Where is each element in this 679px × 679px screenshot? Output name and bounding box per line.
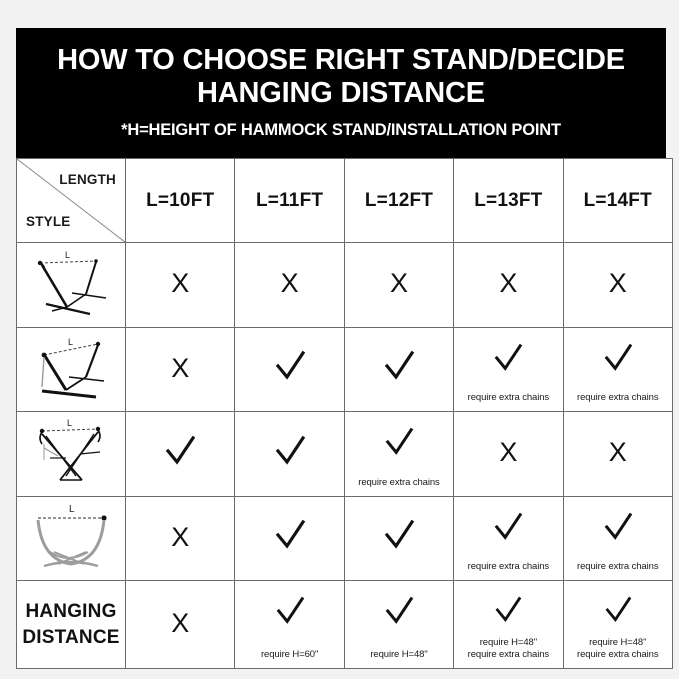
table-body: LENGTH STYLE L=10FT L=11FT L=12FT L=13FT… bbox=[16, 158, 673, 669]
cell-row3-l14: X bbox=[562, 411, 673, 497]
cell-row1-l12: X bbox=[343, 242, 455, 328]
table-row: L X bbox=[16, 242, 673, 328]
cell-row1-l14: X bbox=[562, 242, 673, 328]
stand-illustration-cell-4: L bbox=[16, 495, 126, 581]
cross-icon: X bbox=[171, 352, 190, 383]
row-label-hanging-distance: HANGING DISTANCE bbox=[16, 580, 126, 669]
column-header-l12: L=12FT bbox=[343, 158, 455, 243]
cell-row1-l13: X bbox=[453, 242, 564, 328]
page-subtitle: *H=HEIGHT OF HAMMOCK STAND/INSTALLATION … bbox=[121, 121, 561, 140]
column-header-l13: L=13FT bbox=[453, 158, 564, 243]
svg-text:L: L bbox=[65, 250, 70, 260]
cell-row3-l10 bbox=[124, 411, 236, 497]
column-header-l11: L=11FT bbox=[234, 158, 345, 243]
table-header-row: LENGTH STYLE L=10FT L=11FT L=12FT L=13FT… bbox=[16, 158, 673, 243]
corner-label-length: LENGTH bbox=[59, 172, 116, 187]
check-icon bbox=[493, 342, 523, 378]
cell-note: require H=48" bbox=[370, 649, 428, 661]
check-icon bbox=[274, 518, 306, 556]
cell-row1-l10: X bbox=[124, 242, 236, 328]
cross-icon: X bbox=[608, 268, 627, 299]
table-row: L X bbox=[16, 326, 673, 412]
hammock-stand-asymmetric-icon: L bbox=[17, 243, 125, 327]
check-icon bbox=[275, 595, 305, 631]
check-icon bbox=[383, 349, 415, 387]
stand-illustration-cell-3: L bbox=[16, 411, 126, 497]
page-title: HOW TO CHOOSE RIGHT STAND/DECIDE HANGING… bbox=[57, 43, 625, 109]
cell-row4-l14: require extra chains bbox=[562, 495, 673, 581]
check-icon bbox=[383, 518, 415, 556]
cell-note: require H=48" require extra chains bbox=[577, 637, 659, 661]
cross-icon: X bbox=[499, 437, 518, 468]
cell-row5-l10: X bbox=[124, 580, 236, 669]
check-icon bbox=[274, 434, 306, 472]
cell-note: require extra chains bbox=[467, 561, 550, 573]
check-icon bbox=[384, 426, 414, 462]
corner-label-style: STYLE bbox=[26, 214, 71, 229]
cell-row5-l11: require H=60" bbox=[234, 580, 345, 669]
table-row: HANGING DISTANCE X require H=60" bbox=[16, 580, 673, 669]
cell-note: require extra chains bbox=[358, 476, 440, 488]
cell-note: require extra chains bbox=[577, 392, 659, 404]
check-icon bbox=[493, 511, 523, 547]
cross-icon: X bbox=[608, 437, 627, 468]
cross-icon: X bbox=[389, 268, 408, 299]
cell-note: require extra chains bbox=[467, 392, 550, 404]
cell-note: require H=48" require extra chains bbox=[467, 637, 550, 661]
svg-text:L: L bbox=[69, 504, 75, 515]
cell-row2-l11 bbox=[234, 326, 345, 412]
cross-icon: X bbox=[171, 521, 190, 552]
cross-icon: X bbox=[171, 608, 190, 638]
check-icon bbox=[274, 349, 306, 387]
cell-row3-l12: require extra chains bbox=[343, 411, 455, 497]
row-label-text: HANGING DISTANCE bbox=[22, 601, 120, 648]
check-icon bbox=[604, 595, 632, 629]
cell-row2-l12 bbox=[343, 326, 455, 412]
cell-row3-l13: X bbox=[453, 411, 564, 497]
cell-note: require extra chains bbox=[577, 561, 659, 573]
column-header-l10: L=10FT bbox=[124, 158, 236, 243]
diagonal-divider-icon bbox=[17, 159, 125, 242]
stand-drawing: L bbox=[37, 250, 107, 315]
column-header-l14: L=14FT bbox=[562, 158, 673, 243]
cell-row5-l14: require H=48" require extra chains bbox=[562, 580, 673, 669]
cell-row2-l14: require extra chains bbox=[562, 326, 673, 412]
svg-text:L: L bbox=[67, 418, 72, 428]
table-row: L X bbox=[16, 495, 673, 581]
cross-icon: X bbox=[499, 268, 518, 299]
cross-icon: X bbox=[171, 268, 190, 299]
svg-text:L: L bbox=[68, 337, 73, 347]
hammock-stand-v-frame-icon: L bbox=[17, 412, 125, 496]
stand-drawing: L bbox=[41, 337, 105, 399]
cell-row4-l13: require extra chains bbox=[453, 495, 564, 581]
cell-row2-l13: require extra chains bbox=[453, 326, 564, 412]
check-icon bbox=[494, 595, 522, 629]
corner-cell-style-length: LENGTH STYLE bbox=[16, 158, 126, 243]
compatibility-table: LENGTH STYLE L=10FT L=11FT L=12FT L=13FT… bbox=[16, 158, 673, 669]
cell-row5-l13: require H=48" require extra chains bbox=[453, 580, 564, 669]
check-icon bbox=[164, 434, 196, 472]
cell-row5-l12: require H=48" bbox=[343, 580, 455, 669]
cross-icon: X bbox=[280, 268, 299, 299]
check-icon bbox=[384, 595, 414, 631]
hammock-stand-arc-curved-icon: L bbox=[17, 497, 125, 581]
cell-row1-l11: X bbox=[234, 242, 345, 328]
stand-drawing: L bbox=[39, 418, 101, 481]
cell-row4-l10: X bbox=[124, 495, 236, 581]
table-row: L bbox=[16, 411, 673, 497]
stand-illustration-cell-2: L bbox=[16, 326, 126, 412]
check-icon bbox=[603, 342, 633, 378]
stand-drawing: L bbox=[36, 504, 107, 568]
header-banner: HOW TO CHOOSE RIGHT STAND/DECIDE HANGING… bbox=[16, 28, 666, 158]
cell-row4-l12 bbox=[343, 495, 455, 581]
cell-row3-l11 bbox=[234, 411, 345, 497]
cell-row4-l11 bbox=[234, 495, 345, 581]
cell-row2-l10: X bbox=[124, 326, 236, 412]
cell-note: require H=60" bbox=[260, 649, 319, 661]
check-icon bbox=[603, 511, 633, 547]
stand-illustration-cell-1: L bbox=[16, 242, 126, 328]
hammock-stand-a-frame-icon: L bbox=[17, 328, 125, 412]
